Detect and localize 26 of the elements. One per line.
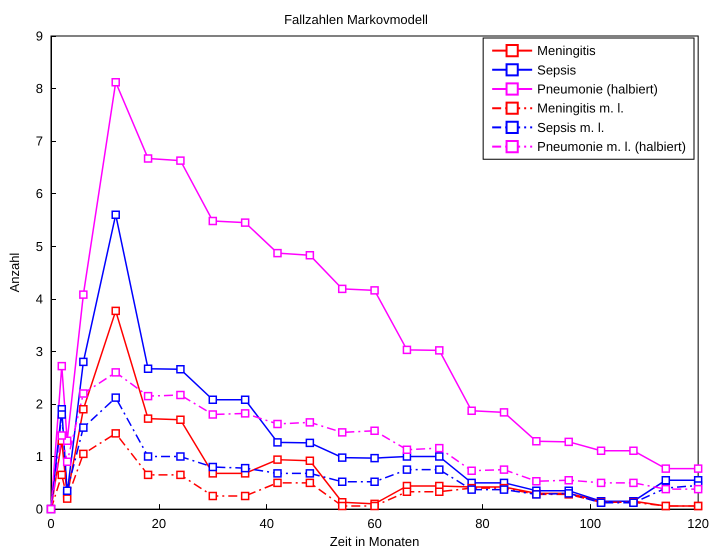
x-tick-label: 20 [152, 516, 166, 532]
y-tick-label: 3 [36, 344, 43, 359]
x-tick-label: 0 [47, 516, 55, 532]
legend-label: Pneumonie m. l. (halbiert) [537, 139, 686, 154]
legend-label: Sepsis m. l. [537, 120, 604, 135]
y-tick-label: 9 [36, 28, 43, 44]
x-tick-label: 100 [579, 516, 602, 532]
y-tick-label: 1 [36, 449, 43, 464]
y-tick-label: 2 [36, 396, 43, 412]
y-tick-label: 5 [36, 238, 43, 254]
legend-label: Pneumonie (halbiert) [537, 82, 658, 96]
legend-label: Meningitis [537, 43, 596, 58]
x-tick-label: 60 [367, 516, 382, 532]
chart-title: Fallzahlen Markovmodell [284, 12, 428, 27]
x-tick-label: 80 [475, 516, 490, 532]
y-tick-label: 7 [36, 134, 43, 149]
y-tick-label: 4 [36, 291, 43, 306]
y-tick-label: 0 [36, 502, 43, 517]
y-axis-title: Anzahl [7, 252, 22, 292]
legend-label: Sepsis [537, 62, 577, 78]
legend-label: Meningitis m. l. [537, 100, 624, 116]
x-axis-title: Zeit in Monaten [330, 534, 420, 549]
y-tick-label: 6 [36, 186, 43, 202]
y-tick-label: 8 [36, 81, 43, 96]
x-tick-label: 40 [259, 516, 274, 532]
x-tick-label: 120 [687, 516, 710, 532]
